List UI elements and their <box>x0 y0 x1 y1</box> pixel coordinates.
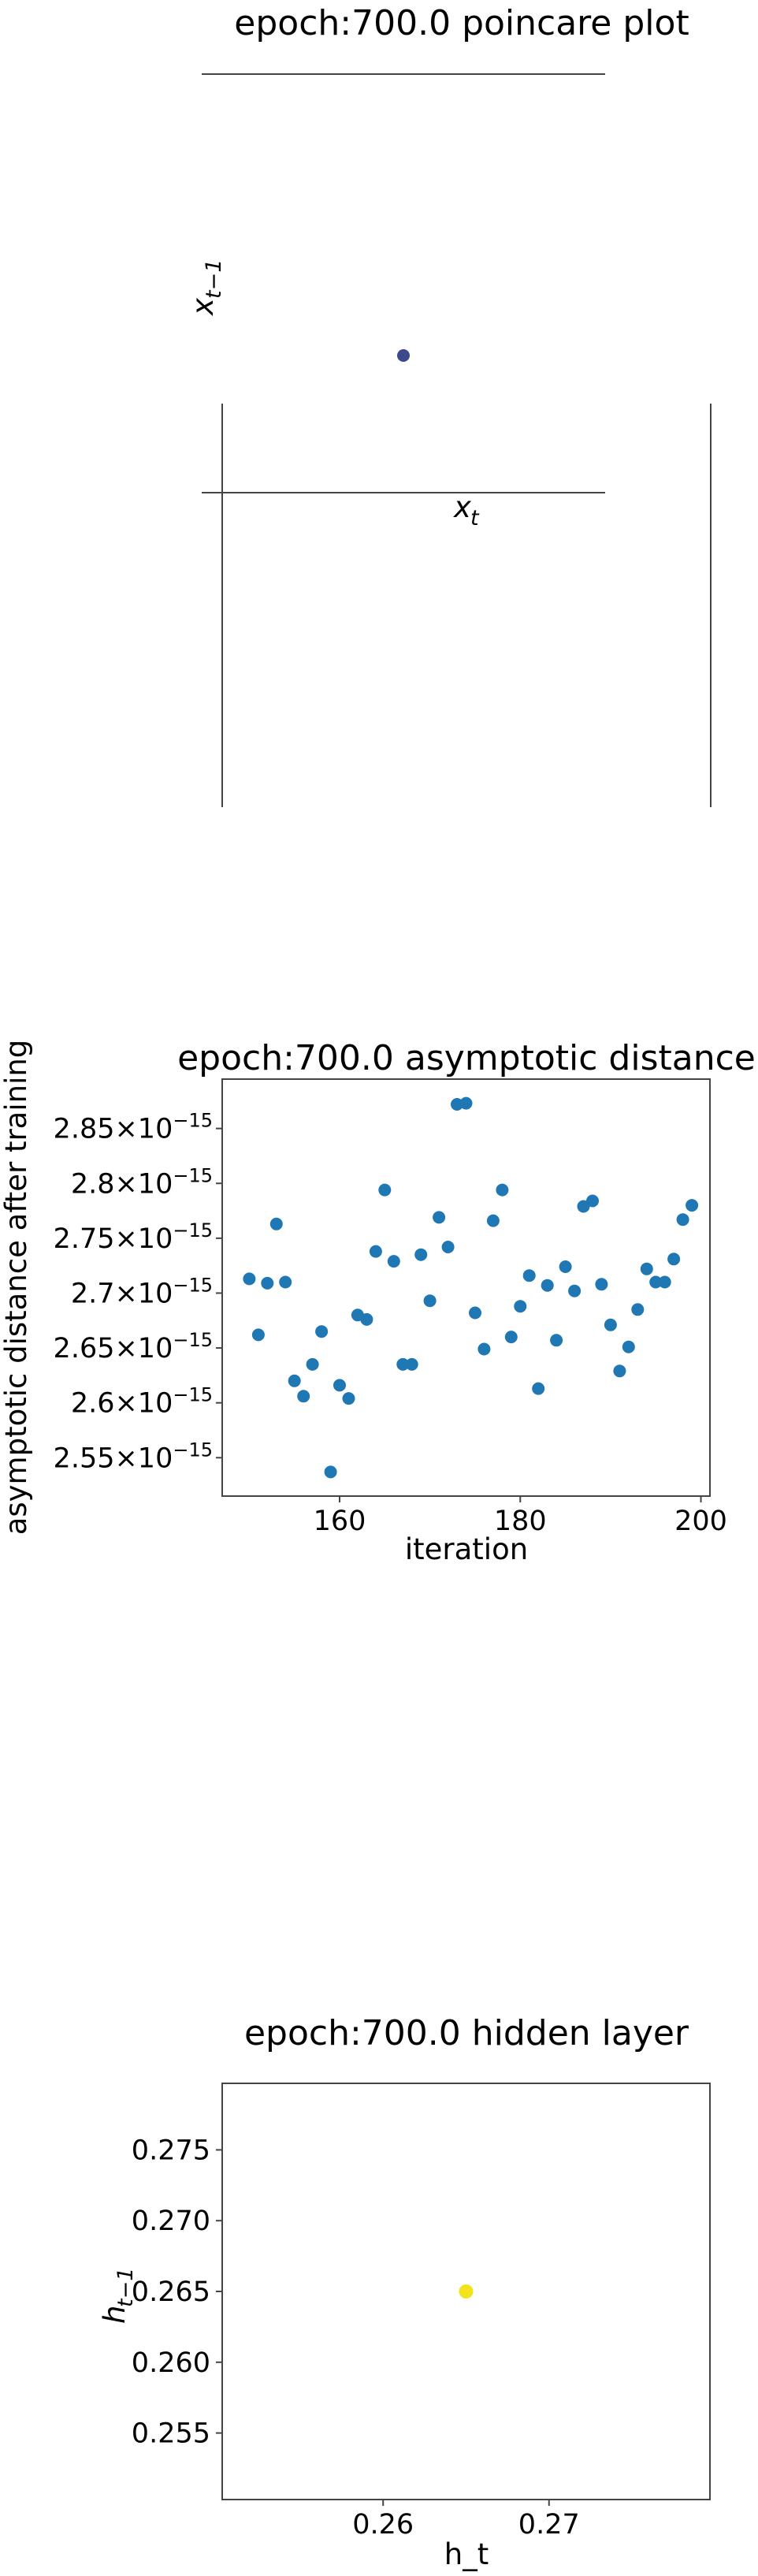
scatter-point <box>269 1217 283 1230</box>
scatter-point <box>496 1183 509 1197</box>
scatter-point <box>459 1096 473 1110</box>
scatter-point <box>414 1248 428 1261</box>
scatter-point <box>504 1331 518 1344</box>
hidden-title: epoch:700.0 hidden layer <box>244 2013 689 2053</box>
hidden-xlabel: h_t <box>444 2537 489 2571</box>
scatter-point <box>649 1275 663 1289</box>
hidden-point <box>459 2284 474 2299</box>
y-tick-label: 2.65×10−15 <box>54 1329 213 1364</box>
scatter-point <box>676 1213 689 1227</box>
scatter-point <box>423 1294 437 1308</box>
scatter-point <box>640 1262 653 1275</box>
scatter-point <box>595 1278 608 1291</box>
x-tick-label: 0.27 <box>518 2509 580 2541</box>
scatter-point <box>477 1342 491 1356</box>
y-tick-label: 0.265 <box>132 2276 210 2308</box>
scatter-point <box>306 1357 319 1371</box>
scatter-point <box>667 1253 681 1266</box>
scatter-point <box>658 1275 671 1289</box>
svg-text:t−1: t−1 <box>113 2268 138 2307</box>
scatter-point <box>315 1325 329 1338</box>
scatter-point <box>378 1183 392 1197</box>
scatter-point <box>324 1465 337 1479</box>
scatter-point <box>604 1318 617 1331</box>
poincare-xlabel: x t <box>453 490 480 530</box>
y-tick-label: 0.270 <box>132 2206 210 2237</box>
y-tick-label: 2.6×10−15 <box>71 1384 213 1420</box>
asymptotic-chart: epoch:700.0 asymptotic distance 160 180 20… <box>0 1038 756 1566</box>
hidden-points <box>459 2284 474 2299</box>
poincare-point <box>397 349 410 362</box>
svg-text:t: t <box>470 506 480 530</box>
scatter-point <box>486 1214 500 1227</box>
scatter-point <box>532 1382 545 1395</box>
scatter-point <box>288 1374 301 1387</box>
scatter-point <box>577 1200 590 1213</box>
scatter-point <box>559 1260 572 1273</box>
asymptotic-points <box>243 1096 699 1479</box>
asymptotic-x-ticks: 160 180 200 <box>314 1496 727 1537</box>
scatter-point <box>586 1194 599 1208</box>
scatter-point <box>550 1334 563 1347</box>
scatter-point <box>631 1303 645 1316</box>
scatter-point <box>541 1279 554 1292</box>
scatter-point <box>622 1340 635 1353</box>
asymptotic-title: epoch:700.0 asymptotic distance <box>177 1038 756 1078</box>
y-tick-label: 2.55×10−15 <box>54 1439 213 1474</box>
svg-text:h: h <box>98 2306 132 2324</box>
svg-text:t−1: t−1 <box>202 259 226 299</box>
scatter-point <box>387 1255 400 1268</box>
x-tick-label: 160 <box>314 1506 366 1537</box>
scatter-point <box>396 1357 410 1371</box>
svg-text:x: x <box>186 297 220 316</box>
y-tick-label: 0.255 <box>132 2418 210 2450</box>
scatter-point <box>686 1199 699 1212</box>
scatter-point <box>261 1276 274 1290</box>
scatter-point <box>469 1306 481 1320</box>
scatter-point <box>342 1392 355 1405</box>
scatter-point <box>613 1364 626 1378</box>
scatter-point <box>360 1312 373 1326</box>
y-tick-label: 0.275 <box>132 2135 210 2166</box>
poincare-ylabel: x t−1 <box>186 259 226 316</box>
scatter-point <box>297 1390 310 1403</box>
scatter-point <box>568 1284 582 1297</box>
y-tick-label: 2.7×10−15 <box>71 1274 213 1309</box>
scatter-point <box>333 1379 346 1392</box>
scatter-point <box>522 1269 536 1282</box>
y-tick-label: 2.8×10−15 <box>71 1164 213 1200</box>
asymptotic-y-ticks: 2.55×10−15 2.6×10−15 2.65×10−15 2.7×10−15 2.… <box>54 1110 222 1474</box>
hidden-ylabel: h t−1 <box>98 2268 138 2324</box>
poincare-chart: epoch:700.0 poincare plot x t x t−1 <box>186 3 712 807</box>
asymptotic-ylabel: asymptotic distance after training <box>0 1040 33 1536</box>
scatter-point <box>514 1300 527 1313</box>
x-tick-label: 0.26 <box>352 2509 414 2541</box>
svg-text:x: x <box>453 490 472 524</box>
scatter-point <box>433 1211 446 1224</box>
y-tick-label: 0.260 <box>132 2347 210 2379</box>
hidden-y-ticks: 0.255 0.260 0.265 0.270 0.275 <box>132 2135 222 2450</box>
scatter-point <box>369 1245 382 1258</box>
y-tick-label: 2.75×10−15 <box>54 1219 213 1255</box>
hidden-layer-chart: epoch:700.0 hidden layer 0.26 0.27 0.2550… <box>98 2013 711 2571</box>
asymptotic-xlabel: iteration <box>405 1532 528 1566</box>
hidden-x-ticks: 0.26 0.27 <box>352 2500 580 2541</box>
x-tick-label: 180 <box>494 1506 547 1537</box>
scatter-point <box>279 1275 292 1289</box>
scatter-point <box>405 1357 418 1371</box>
x-tick-label: 200 <box>674 1506 727 1537</box>
scatter-point <box>441 1241 455 1253</box>
y-tick-label: 2.85×10−15 <box>54 1110 213 1145</box>
scatter-point <box>251 1328 265 1342</box>
poincare-title: epoch:700.0 poincare plot <box>234 3 689 43</box>
asymptotic-axes-frame <box>221 1078 711 1497</box>
scatter-point <box>243 1272 256 1286</box>
